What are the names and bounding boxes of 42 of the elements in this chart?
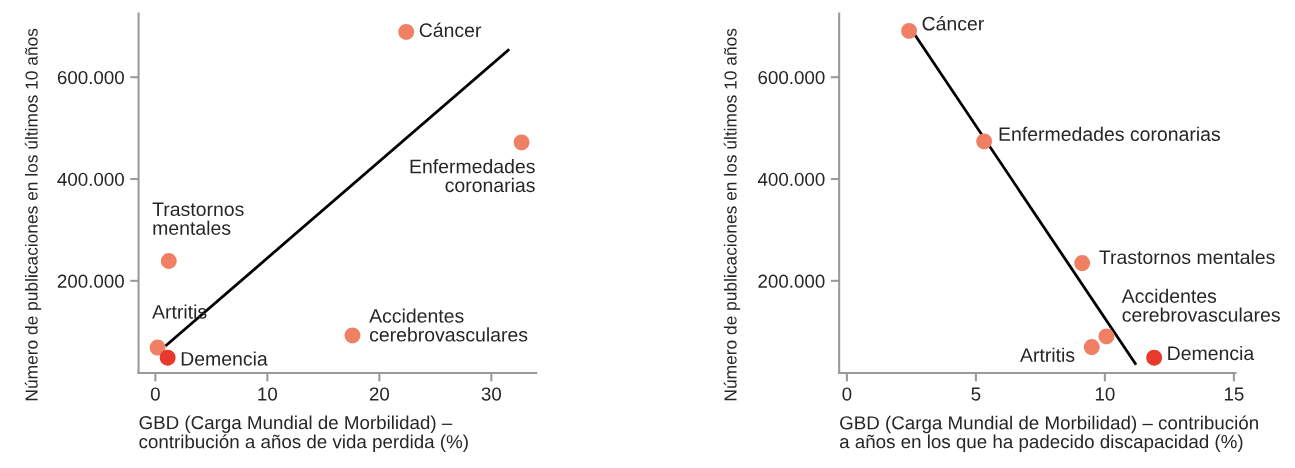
- point: [149, 339, 166, 356]
- annotation: Enfermedades coronarias: [999, 126, 1220, 142]
- annotation: Artritis: [1020, 347, 1075, 362]
- annotation: Cáncer: [419, 22, 482, 38]
- annotation: Artritis: [152, 304, 207, 319]
- annotation: Enfermedades coronarias: [410, 159, 535, 193]
- x-axis-title: GBD (Carga Mundial de Morbilidad) – contribución a años de vida perdida (%): [139, 415, 468, 453]
- x-axis-title: GBD (Carga Mundial de Morbilidad) – contribución a años en los que ha padecido discapacidad (%): [839, 415, 1258, 453]
- y-tick-label: 400.000: [57, 172, 124, 187]
- y-tick-label: 600.000: [57, 70, 124, 85]
- point: [976, 133, 993, 150]
- x-tick-label: 10: [258, 387, 278, 401]
- point: [1146, 349, 1163, 366]
- y-axis-title: Número de publicaciones en los últimos 10 años: [24, 28, 42, 401]
- point: [901, 22, 917, 39]
- y-tick-label: 600.000: [758, 70, 825, 85]
- annotation: Accidentes cerebrovasculares: [1121, 288, 1280, 322]
- annotation: Trastornos mentales: [1099, 249, 1275, 265]
- y-tick-label: 200.000: [57, 274, 124, 288]
- y-tick-label: 200.000: [758, 274, 825, 288]
- y-axis-title: Número de publicaciones en los últimos 10 años: [723, 28, 741, 401]
- x-tick-label: 20: [369, 387, 390, 401]
- annotation: Demencia: [1168, 345, 1255, 361]
- point: [1083, 339, 1100, 355]
- point: [1098, 328, 1115, 345]
- point: [159, 349, 176, 366]
- annotation: Cáncer: [922, 16, 984, 31]
- annotation: Accidentes cerebrovasculares: [369, 308, 528, 342]
- point: [1074, 255, 1091, 271]
- point: [398, 23, 415, 40]
- point: [513, 134, 530, 151]
- x-tick-label: 15: [1224, 387, 1244, 401]
- x-tick-label: 10: [1095, 387, 1115, 401]
- annotation: Demencia: [181, 351, 268, 366]
- point: [160, 253, 177, 269]
- x-tick-label: 30: [481, 387, 502, 401]
- x-tick-label: 5: [971, 387, 981, 401]
- x-tick-label: 0: [150, 387, 160, 401]
- annotation: Trastornos mentales: [152, 202, 244, 235]
- point: [344, 327, 361, 344]
- y-tick-label: 400.000: [757, 172, 825, 187]
- x-tick-label: 0: [842, 387, 852, 401]
